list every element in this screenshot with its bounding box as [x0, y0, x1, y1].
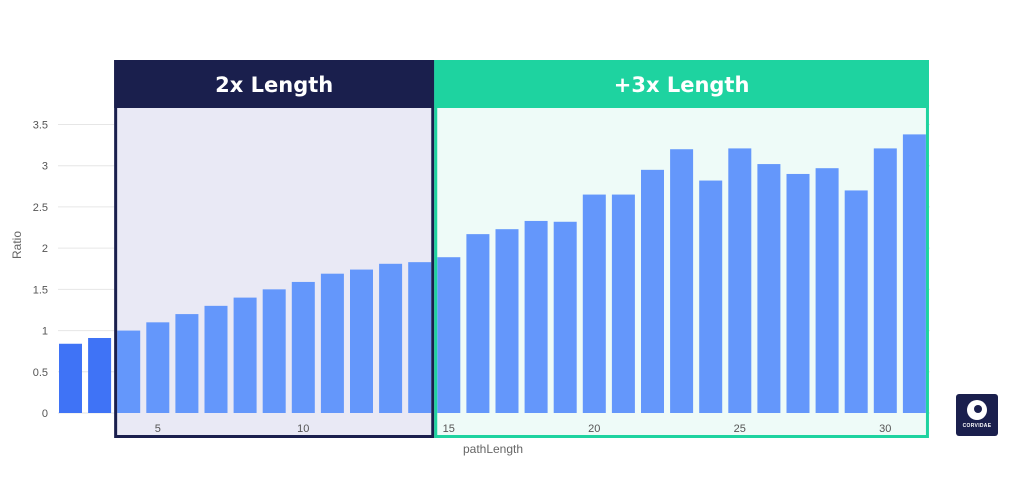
y-tick-label: 0: [42, 408, 48, 420]
y-tick-label: 0.5: [33, 367, 48, 379]
bar: [757, 164, 781, 413]
x-axis: 5 10 15 20 25 30: [155, 423, 892, 435]
bar: [815, 168, 839, 413]
bar: [466, 234, 490, 413]
bar: [670, 149, 694, 413]
corvidae-logo: CORVIDAE: [956, 394, 998, 436]
region-title: +3x Length: [614, 73, 750, 97]
bar: [291, 281, 315, 413]
y-tick-label: 2.5: [33, 202, 48, 214]
y-axis-title: Ratio: [10, 231, 24, 259]
region-frame: [434, 60, 929, 438]
bar: [495, 229, 519, 413]
bar: [641, 169, 664, 413]
x-axis-title: pathLength: [463, 442, 523, 456]
x-tick-label: 5: [155, 423, 161, 435]
bar: [902, 134, 926, 414]
bar: [233, 297, 257, 413]
bar: [553, 221, 577, 413]
bar: [611, 194, 635, 413]
bar: [175, 314, 199, 413]
bar: [379, 263, 403, 413]
bars: [59, 134, 926, 414]
y-axis: 0 0.5 1 1.5 2 2.5 3 3.5: [33, 120, 48, 421]
region-frames: 2x Length +3x Length: [114, 60, 929, 438]
y-tick-label: 3: [42, 161, 48, 173]
x-tick-label: 30: [879, 423, 891, 435]
bar: [204, 305, 228, 413]
region-title: 2x Length: [215, 73, 333, 97]
bar: [350, 269, 373, 413]
bar: [320, 273, 344, 413]
x-tick-label: 25: [734, 423, 746, 435]
y-tick-label: 2: [42, 243, 48, 255]
y-tick-label: 1: [42, 326, 48, 338]
region-header: [114, 60, 435, 108]
logo-brand-text: CORVIDAE: [962, 423, 992, 429]
bar: [437, 257, 461, 413]
x-tick-label: 15: [443, 423, 455, 435]
y-tick-label: 1.5: [33, 284, 48, 296]
bird-logo-icon: [967, 400, 987, 420]
bar: [582, 194, 606, 413]
y-tick-label: 3.5: [33, 120, 48, 132]
bar: [699, 180, 723, 413]
bar: [524, 220, 548, 413]
bar: [728, 148, 752, 413]
x-tick-label: 10: [297, 423, 309, 435]
bar: [786, 173, 810, 413]
bar: [844, 190, 868, 413]
bar: [873, 148, 897, 413]
bar: [262, 289, 286, 413]
region-header: [434, 60, 929, 108]
region-frame: [114, 60, 435, 438]
bar: [59, 343, 82, 413]
x-tick-label: 20: [588, 423, 600, 435]
bar: [117, 330, 141, 413]
bar: [408, 262, 432, 413]
bar: [146, 322, 170, 413]
bar: [88, 337, 112, 413]
